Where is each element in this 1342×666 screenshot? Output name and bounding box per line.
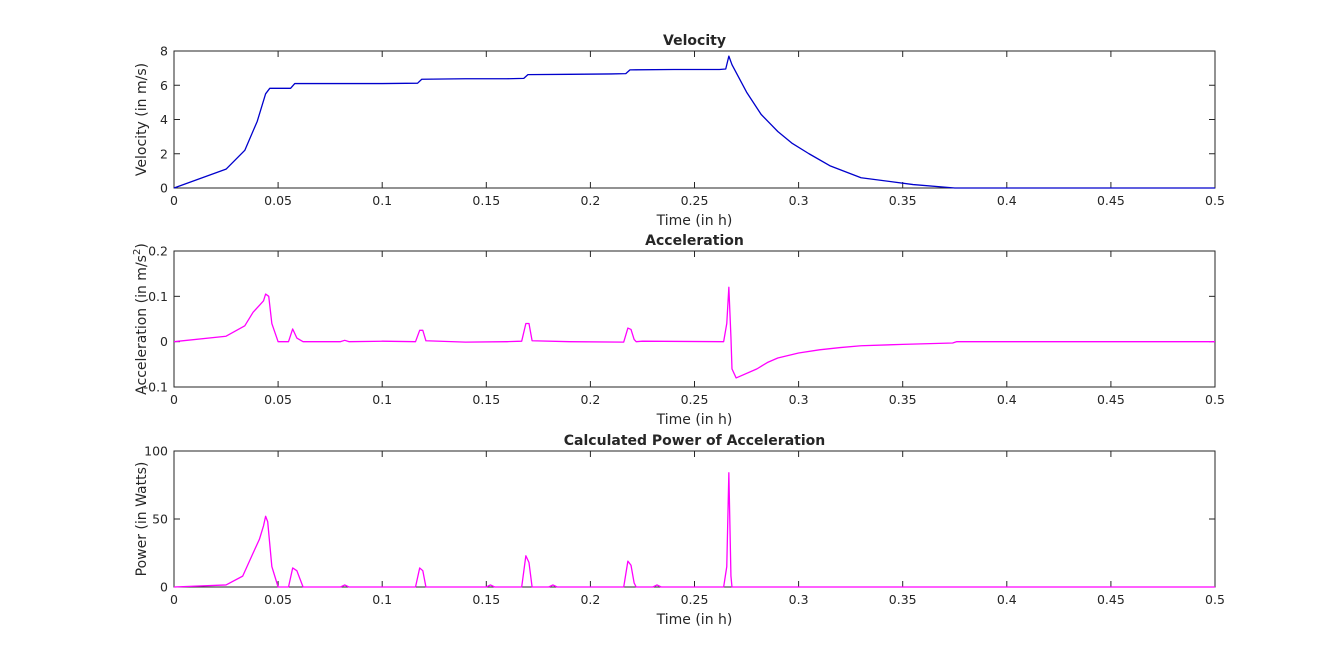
chart-title: Acceleration <box>645 233 744 249</box>
x-tick-label: 0.3 <box>789 592 809 607</box>
x-tick-label: 0.1 <box>372 592 392 607</box>
y-tick-label: 0 <box>160 334 168 349</box>
chart-title: Velocity <box>663 33 726 49</box>
series-line <box>173 55 1215 189</box>
x-tick-label: 0.2 <box>580 193 600 208</box>
x-tick-label: 0.1 <box>372 392 392 407</box>
x-tick-label: 0.25 <box>681 392 709 407</box>
x-tick-label: 0.25 <box>681 592 709 607</box>
y-tick-label: 0.1 <box>148 289 168 304</box>
x-tick-label: 0.2 <box>580 392 600 407</box>
x-tick-label: 0.05 <box>264 592 292 607</box>
axes-box <box>173 250 1216 388</box>
x-tick-label: 0.35 <box>889 193 917 208</box>
y-axis-label: Acceleration (in m/s2) <box>132 243 150 395</box>
x-tick-label: 0.4 <box>997 392 1017 407</box>
y-axis-label-end: ) <box>134 243 150 248</box>
y-axis-label: Power (in Watts) <box>134 462 150 577</box>
series-line <box>173 472 1215 588</box>
x-tick-label: 0.5 <box>1205 592 1225 607</box>
y-tick-label: 8 <box>160 44 168 59</box>
series-line <box>173 286 1215 379</box>
y-tick-label: 100 <box>144 444 168 459</box>
y-tick-label: -0.1 <box>144 380 168 395</box>
y-tick-label: 0 <box>160 181 168 196</box>
x-tick-label: 0.15 <box>472 193 500 208</box>
y-tick-label: 0 <box>160 580 168 595</box>
x-axis-label: Time (in h) <box>656 612 733 628</box>
acceleration-subplot: 0 0.05 0.1 0.15 0.2 0.25 0.3 0.35 0.4 0.45 0.5 -0.1… <box>132 233 1225 428</box>
y-tick-label: 2 <box>160 146 168 161</box>
y-axis-label-text: Power (in Watts) <box>134 462 150 577</box>
power-subplot: 0 0.05 0.1 0.15 0.2 0.25 0.3 0.35 0.4 0.45 0.5 0 50 1… <box>134 433 1225 628</box>
x-tick-label: 0 <box>170 392 178 407</box>
y-axis-label-superscript: 2 <box>132 249 143 255</box>
x-tick-label: 0.3 <box>789 392 809 407</box>
y-axis-label-text: Acceleration (in m/s <box>134 255 150 395</box>
velocity-subplot: 0 0.05 0.1 0.15 0.2 0.25 0.3 0.35 0.4 0.45 0.5 0 2 4 6… <box>134 33 1225 229</box>
x-tick-label: 0.5 <box>1205 193 1225 208</box>
x-tick-label: 0.4 <box>997 193 1017 208</box>
x-tick-label: 0 <box>170 592 178 607</box>
x-tick-label: 0.3 <box>789 193 809 208</box>
y-tick-label: 50 <box>152 512 168 527</box>
x-tick-label: 0.25 <box>681 193 709 208</box>
y-axis-label: Velocity (in m/s) <box>134 63 150 176</box>
x-tick-label: 0.15 <box>472 392 500 407</box>
x-tick-label: 0.05 <box>264 392 292 407</box>
x-tick-label: 0.45 <box>1097 592 1125 607</box>
x-tick-label: 0.05 <box>264 193 292 208</box>
x-axis-label: Time (in h) <box>656 412 733 428</box>
y-tick-label: 0.2 <box>148 244 168 259</box>
axes-box <box>173 50 1216 189</box>
y-tick-label: 4 <box>160 112 168 127</box>
chart-title: Calculated Power of Acceleration <box>564 433 825 449</box>
x-tick-label: 0.35 <box>889 592 917 607</box>
x-tick-label: 0.15 <box>472 592 500 607</box>
x-tick-label: 0.4 <box>997 592 1017 607</box>
y-tick-label: 6 <box>160 78 168 93</box>
axes-box <box>173 450 1216 588</box>
x-tick-label: 0.45 <box>1097 392 1125 407</box>
x-tick-label: 0.5 <box>1205 392 1225 407</box>
x-tick-label: 0.2 <box>580 592 600 607</box>
x-tick-label: 0.45 <box>1097 193 1125 208</box>
x-tick-label: 0 <box>170 193 178 208</box>
y-axis-label-text: Velocity (in m/s) <box>134 63 150 176</box>
x-tick-label: 0.35 <box>889 392 917 407</box>
x-axis-label: Time (in h) <box>656 213 733 229</box>
x-tick-label: 0.1 <box>372 193 392 208</box>
